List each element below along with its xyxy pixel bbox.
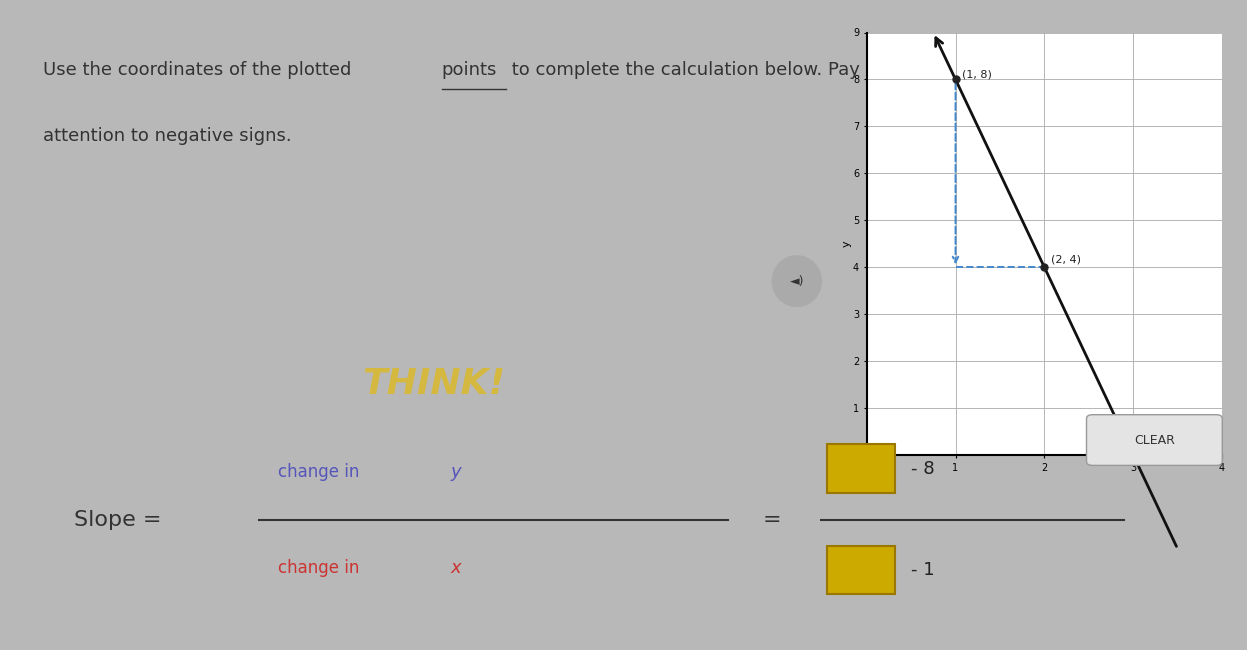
Text: Slope =: Slope = bbox=[75, 510, 162, 530]
Text: THINK!: THINK! bbox=[362, 367, 505, 400]
Text: ◄): ◄) bbox=[789, 274, 804, 287]
Text: CLEAR: CLEAR bbox=[1134, 434, 1175, 447]
Text: change in: change in bbox=[278, 560, 364, 577]
Text: change in: change in bbox=[278, 463, 364, 480]
Text: to complete the calculation below. Pay: to complete the calculation below. Pay bbox=[506, 61, 859, 79]
Text: Use the coordinates of the plotted: Use the coordinates of the plotted bbox=[44, 61, 358, 79]
Text: - 1: - 1 bbox=[912, 561, 935, 579]
Text: attention to negative signs.: attention to negative signs. bbox=[44, 127, 292, 144]
FancyBboxPatch shape bbox=[827, 445, 895, 493]
Circle shape bbox=[772, 256, 822, 306]
Y-axis label: y: y bbox=[842, 240, 852, 247]
Text: x: x bbox=[450, 560, 461, 577]
Text: (2, 4): (2, 4) bbox=[1050, 255, 1081, 265]
Text: (1, 8): (1, 8) bbox=[961, 69, 991, 79]
Text: =: = bbox=[762, 510, 781, 530]
FancyBboxPatch shape bbox=[1086, 415, 1222, 465]
FancyBboxPatch shape bbox=[827, 546, 895, 594]
Text: - 8: - 8 bbox=[912, 460, 935, 478]
Text: y: y bbox=[450, 463, 461, 480]
Text: points: points bbox=[441, 61, 498, 79]
